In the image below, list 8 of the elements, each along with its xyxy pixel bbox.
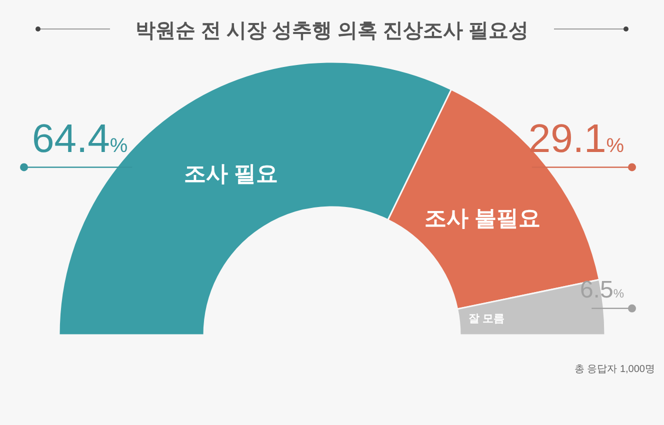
value-label: 6.5% xyxy=(580,276,624,304)
value-label: 64.4% xyxy=(32,117,128,162)
annotation: 총 응답자 1,000명 xyxy=(574,364,655,375)
category-label: 잘 모름 xyxy=(468,313,505,326)
category-label: 조사 필요 xyxy=(184,161,278,186)
category-label: 조사 불필요 xyxy=(424,206,540,230)
title: 박원순 전 시장 성추행 의혹 진상조사 필요성 xyxy=(135,20,529,42)
value-label: 29.1% xyxy=(528,117,624,162)
